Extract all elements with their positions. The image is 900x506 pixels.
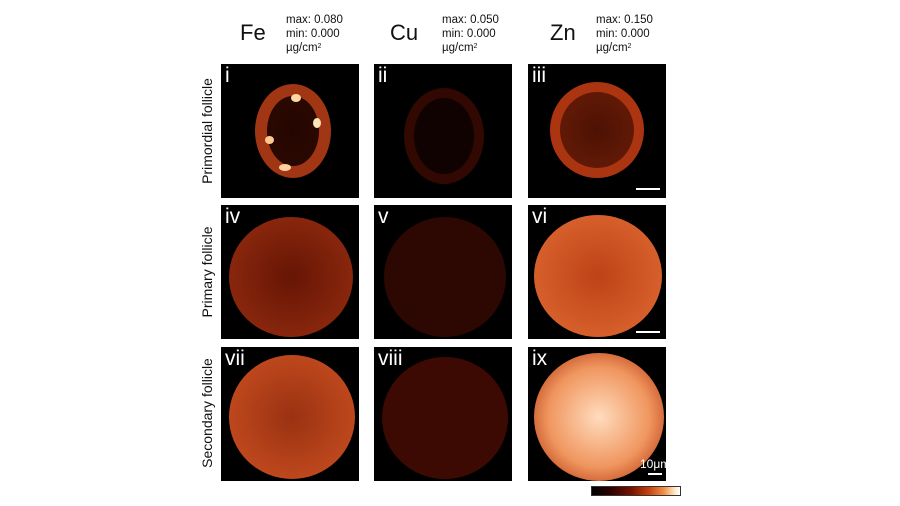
follicle-signal — [534, 353, 664, 481]
map-panel-fe-primary: iv — [221, 205, 359, 339]
hotspot — [313, 118, 321, 128]
panel-label: vii — [225, 347, 245, 370]
element-label-cu: Cu — [390, 20, 419, 45]
element-label-fe: Fe — [240, 20, 266, 45]
map-panel-cu-primordial: ii — [374, 64, 512, 198]
unit-label: µg/cm2 — [596, 42, 632, 54]
panel-label: iii — [532, 64, 546, 87]
scale-label: 10μm — [640, 457, 666, 471]
row-label-primordial: Primordial follicle — [199, 78, 215, 184]
panel-label: v — [378, 205, 389, 228]
panel-label: ii — [378, 64, 388, 87]
follicle-signal — [229, 355, 355, 479]
map-panel-cu-primary: v — [374, 205, 512, 339]
range-fe: max: 0.080 min: 0.000 µg/cm2 — [286, 13, 343, 55]
range-cu: max: 0.050 min: 0.000 µg/cm2 — [442, 13, 499, 55]
panel-label: viii — [378, 347, 403, 370]
element-label-zn: Zn — [550, 20, 576, 45]
hotspot — [265, 136, 274, 144]
panel-label: i — [225, 64, 230, 87]
scale-bar — [636, 188, 660, 190]
follicle-signal — [534, 215, 662, 337]
follicle-signal — [550, 82, 644, 178]
map-panel-cu-secondary: viii — [374, 347, 512, 481]
follicle-signal — [229, 217, 353, 337]
row-label-primary: Primary follicle — [199, 226, 215, 318]
min-label: min: 0.000 — [286, 28, 340, 40]
hotspot — [291, 94, 301, 102]
map-panel-fe-secondary: vii — [221, 347, 359, 481]
panel-label: iv — [225, 205, 241, 228]
panel-label: ix — [532, 347, 548, 370]
max-label: max: 0.080 — [286, 14, 343, 26]
panel-label: vi — [532, 205, 548, 228]
map-panel-zn-primordial: iii — [528, 64, 666, 198]
follicle-signal — [382, 357, 508, 479]
range-zn: max: 0.150 min: 0.000 µg/cm2 — [596, 13, 653, 55]
row-label-secondary: Secondary follicle — [199, 358, 215, 468]
max-label: max: 0.150 — [596, 14, 653, 26]
scale-bar — [648, 473, 662, 475]
max-label: max: 0.050 — [442, 14, 499, 26]
hotspot — [279, 164, 291, 171]
unit-label: µg/cm2 — [442, 42, 478, 54]
follicle-signal — [404, 88, 484, 184]
unit-label: µg/cm2 — [286, 42, 322, 54]
scale-bar — [636, 331, 660, 333]
map-panel-zn-primary: vi — [528, 205, 666, 339]
map-panel-zn-secondary: ix 10μm — [528, 347, 666, 481]
min-label: min: 0.000 — [442, 28, 496, 40]
colormap-bar — [591, 486, 681, 496]
min-label: min: 0.000 — [596, 28, 650, 40]
follicle-signal — [384, 217, 506, 337]
map-panel-fe-primordial: i — [221, 64, 359, 198]
